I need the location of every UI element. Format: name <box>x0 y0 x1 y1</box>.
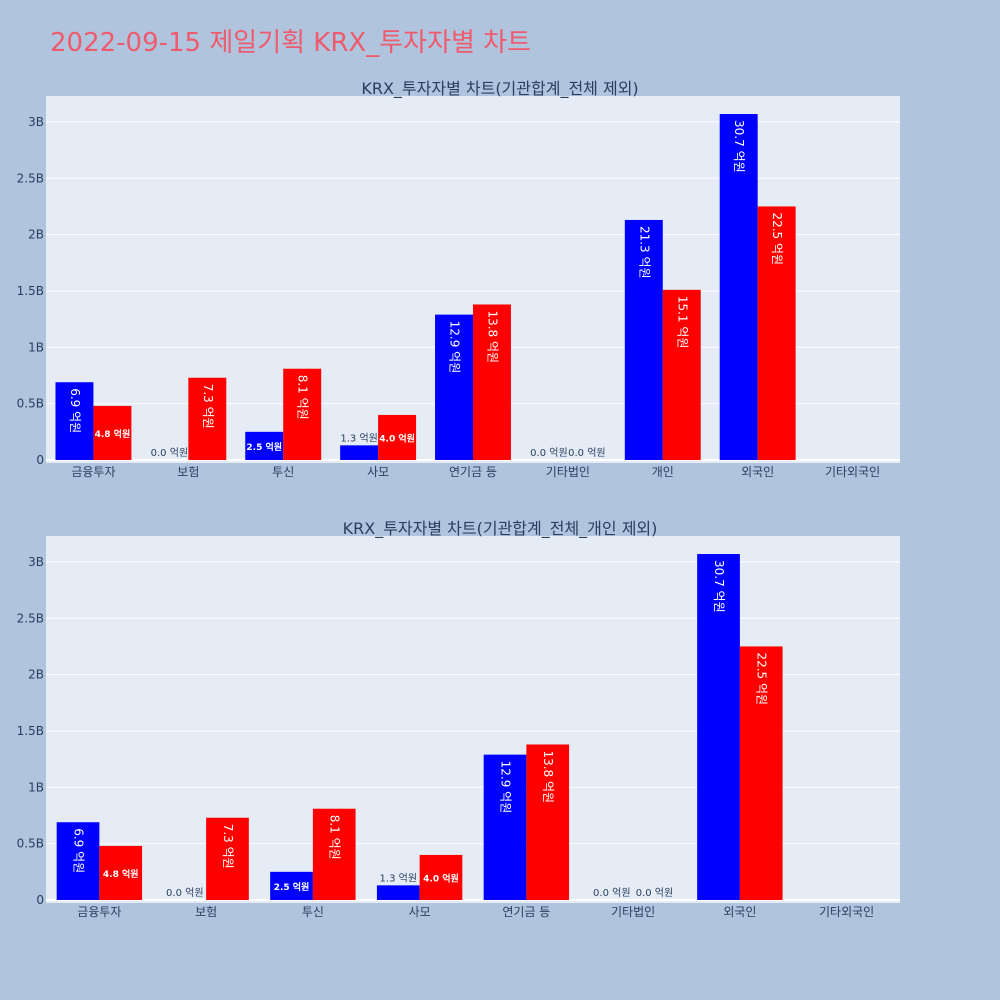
data-label: 22.5 억원 <box>755 652 769 705</box>
y-tick-label: 2B <box>28 668 44 682</box>
bar <box>526 744 570 900</box>
chart-institutional-excl-total: KRX_투자자별 차트(기관합계_전체 제외) 0 0.5B 1B 1.5B 2B 2.5B… <box>17 79 900 479</box>
y-tick-label: 3B <box>28 555 44 569</box>
bar <box>206 817 249 900</box>
data-label: 30.7 억원 <box>712 560 726 613</box>
x-tick-label: 기타외국인 <box>825 465 880 479</box>
y-tick-label: 0 <box>36 453 44 467</box>
data-label: 0.0 억원 <box>151 447 188 459</box>
bar <box>188 377 227 460</box>
x-tick-label: 기타외국인 <box>819 905 874 919</box>
x-tick-label: 연기금 등 <box>502 905 550 919</box>
bar <box>419 854 463 900</box>
y-tick-label: 2.5B <box>17 611 44 625</box>
data-label: 4.8 억원 <box>103 868 139 880</box>
data-label: 30.7 억원 <box>732 120 746 173</box>
data-label: 2.5 억원 <box>246 441 282 453</box>
y-tick-label: 1B <box>28 340 44 354</box>
y-tick-label: 3B <box>28 115 44 129</box>
bar <box>376 885 420 900</box>
data-label: 0.0 억원 <box>530 447 567 459</box>
data-label: 1.3 억원 <box>340 432 377 444</box>
y-tick-label: 1B <box>28 780 44 794</box>
data-label: 6.9 억원 <box>72 828 86 873</box>
x-tick-label: 연기금 등 <box>449 465 497 479</box>
bar <box>270 871 313 900</box>
bar <box>483 754 527 900</box>
y-tick-label: 2.5B <box>17 171 44 185</box>
data-label: 0.0 억원 <box>568 447 605 459</box>
data-label: 0.0 억원 <box>166 887 203 899</box>
data-label: 0.0 억원 <box>593 887 630 899</box>
bar <box>56 822 100 900</box>
data-label: 2.5 억원 <box>274 881 310 893</box>
x-tick-label: 외국인 <box>723 905 756 919</box>
data-label: 12.9 억원 <box>499 761 513 814</box>
bar <box>739 646 783 900</box>
bar <box>719 114 758 461</box>
bar <box>55 382 94 460</box>
bar <box>757 206 796 460</box>
data-label: 8.1 억원 <box>328 815 342 860</box>
x-tick-label: 보험 <box>177 465 199 479</box>
data-label: 22.5 억원 <box>770 212 784 265</box>
data-label: 21.3 억원 <box>637 226 651 279</box>
data-label: 4.8 억원 <box>95 428 131 440</box>
y-tick-label: 1.5B <box>17 724 44 738</box>
x-tick-label: 투신 <box>302 905 324 919</box>
data-label: 12.9 억원 <box>448 321 462 374</box>
data-label: 13.8 억원 <box>541 750 555 803</box>
chart-title: KRX_투자자별 차트(기관합계_전체_개인 제외) <box>343 519 658 539</box>
bar <box>662 289 701 460</box>
bar <box>283 368 322 460</box>
data-label: 15.1 억원 <box>675 296 689 349</box>
y-tick-label: 0 <box>36 893 44 907</box>
data-label: 7.3 억원 <box>221 824 235 869</box>
bar <box>312 808 356 900</box>
bar <box>93 405 132 460</box>
bar <box>340 445 379 460</box>
x-tick-label: 기타법인 <box>546 465 590 479</box>
y-tick-label: 2B <box>28 228 44 242</box>
x-tick-label: 금융투자 <box>77 905 121 919</box>
chart-title: KRX_투자자별 차트(기관합계_전체 제외) <box>361 79 638 99</box>
data-label: 1.3 억원 <box>380 872 417 884</box>
x-tick-label: 외국인 <box>741 465 774 479</box>
bar <box>624 219 663 460</box>
bar <box>99 845 143 900</box>
chart-institutional-excl-individual: KRX_투자자별 차트(기관합계_전체_개인 제외) 0 0.5B 1B 1.5B 2B 2… <box>17 519 900 919</box>
data-label: 8.1 억원 <box>296 375 310 420</box>
bar <box>245 431 284 460</box>
bar <box>378 414 417 460</box>
x-tick-label: 기타법인 <box>611 905 655 919</box>
bar <box>473 304 511 460</box>
data-label: 4.0 억원 <box>423 872 459 884</box>
x-tick-label: 사모 <box>409 905 431 919</box>
x-tick-label: 개인 <box>652 465 674 479</box>
y-tick-label: 1.5B <box>17 284 44 298</box>
data-label: 0.0 억원 <box>636 887 673 899</box>
y-tick-label: 0.5B <box>17 397 44 411</box>
data-label: 7.3 억원 <box>201 384 215 429</box>
x-tick-label: 보험 <box>195 905 217 919</box>
bar <box>697 554 740 900</box>
bar <box>435 314 473 460</box>
x-tick-label: 금융투자 <box>71 465 115 479</box>
x-tick-label: 투신 <box>272 465 294 479</box>
data-label: 4.0 억원 <box>379 432 415 444</box>
y-tick-label: 0.5B <box>17 837 44 851</box>
data-label: 13.8 억원 <box>485 310 499 363</box>
x-tick-label: 사모 <box>367 465 389 479</box>
page-title: 2022-09-15 제일기획 KRX_투자자별 차트 <box>50 28 532 58</box>
data-label: 6.9 억원 <box>68 388 82 433</box>
